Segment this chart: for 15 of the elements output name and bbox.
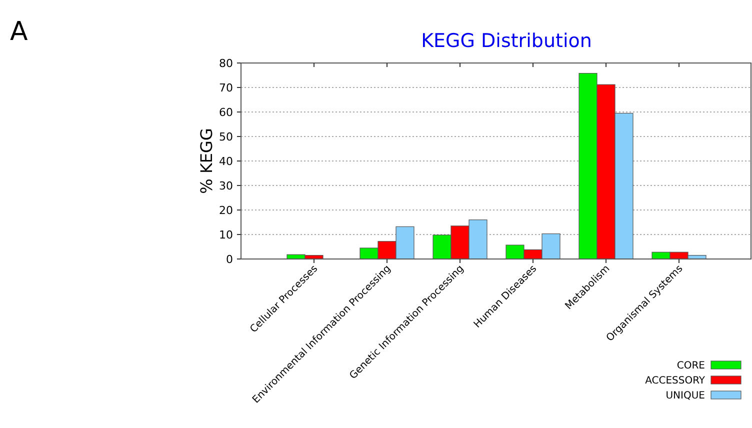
y-tick-label: 50 [219,130,233,144]
y-tick-label: 60 [219,106,233,119]
y-tick-label: 40 [219,154,233,168]
text: A [10,17,28,47]
chart-title: KEGG Distribution [421,30,592,52]
y-axis-title: % KEGG [197,128,216,194]
y-tick-label: 30 [219,179,233,192]
legend-label: UNIQUE [666,390,705,402]
legend-label: CORE [676,360,705,372]
legend-label: ACCESSORY [645,376,706,386]
y-tick-label: 0 [226,252,233,266]
y-tick-label: 20 [219,204,233,217]
y-tick-label: 80 [219,56,233,70]
y-tick-label: 70 [219,81,233,94]
y-tick-label: 10 [219,228,233,242]
